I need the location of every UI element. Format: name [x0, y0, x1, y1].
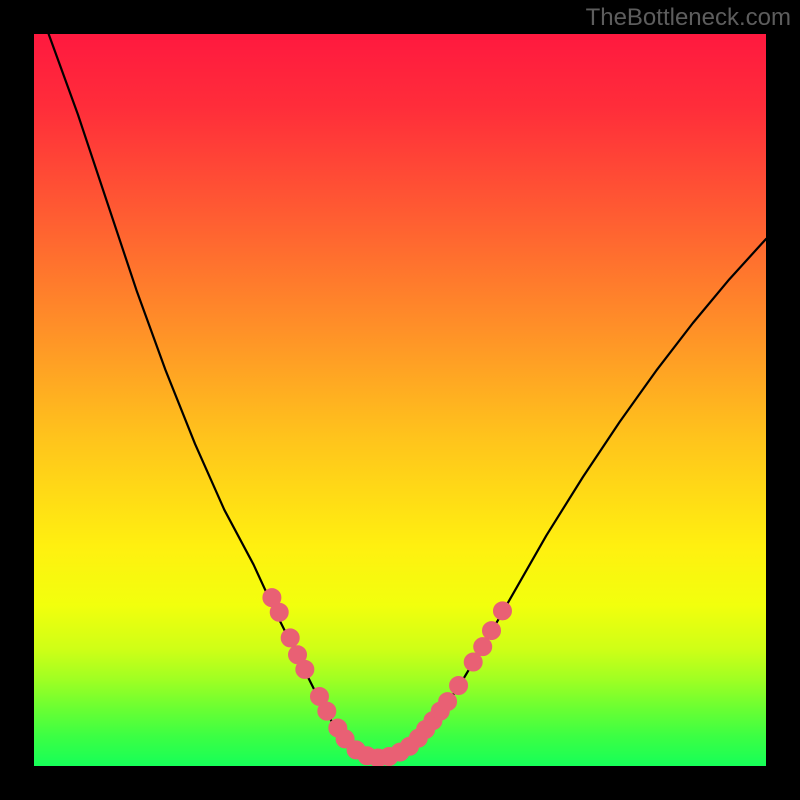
chart-svg: [34, 34, 766, 766]
marker-point: [270, 603, 288, 621]
bottleneck-curve: [49, 34, 766, 759]
marker-point: [493, 602, 511, 620]
marker-point: [474, 638, 492, 656]
marker-point: [296, 660, 314, 678]
frame-border-right: [766, 0, 800, 800]
frame-border-bottom: [0, 766, 800, 800]
watermark-text: TheBottleneck.com: [586, 4, 791, 32]
marker-point: [483, 622, 501, 640]
marker-point: [450, 676, 468, 694]
marker-point: [281, 629, 299, 647]
marker-point: [464, 653, 482, 671]
marker-point: [318, 702, 336, 720]
frame-border-left: [0, 0, 34, 800]
marker-point: [439, 693, 457, 711]
